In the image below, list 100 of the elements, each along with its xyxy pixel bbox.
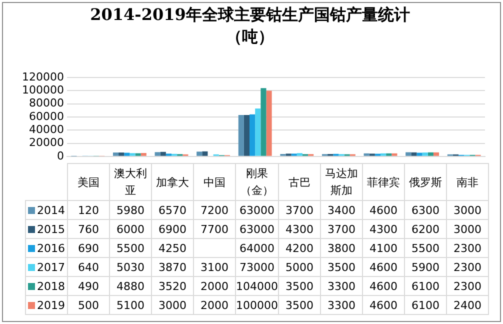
bar (154, 152, 160, 156)
data-label: 2000 (194, 276, 236, 296)
bar (112, 152, 119, 156)
bar (238, 115, 244, 156)
data-label: 5500 (404, 238, 446, 258)
bar (433, 152, 440, 156)
x-tick-label: 中国 (194, 164, 236, 200)
y-tick-label: 80000 (29, 96, 64, 110)
bar (255, 108, 261, 156)
data-label: 6570 (152, 200, 194, 220)
bar (250, 114, 256, 156)
bar (386, 153, 392, 156)
data-label: 5030 (110, 258, 152, 276)
data-label: 104000 (236, 276, 278, 296)
bar (160, 152, 166, 156)
data-label: 690 (68, 238, 110, 258)
data-label: 500 (68, 296, 110, 314)
bar (266, 90, 272, 156)
data-label: 3870 (152, 258, 194, 276)
data-label: 5100 (110, 296, 152, 314)
bar (130, 153, 136, 156)
bar (135, 153, 141, 156)
data-label: 2000 (194, 296, 236, 314)
x-tick-label: 马达加斯加 (320, 164, 362, 200)
x-tick-label: 南非 (446, 164, 488, 200)
bar (422, 152, 428, 156)
data-label: 4880 (110, 276, 152, 296)
bar (416, 152, 422, 156)
chart-title: 2014-2019年全球主要钴生产国钴产量统计（吨） (89, 4, 411, 48)
x-tick-label: 菲律宾 (362, 164, 404, 200)
data-label: 3000 (152, 296, 194, 314)
data-label: 7700 (194, 220, 236, 238)
data-label: 3300 (320, 276, 362, 296)
data-label: 5900 (404, 258, 446, 276)
data-label: 63000 (236, 200, 278, 220)
data-label: 120 (68, 200, 110, 220)
data-label: 2400 (446, 296, 488, 314)
x-tick-label: 刚果（金） (236, 164, 278, 200)
data-label: 3300 (320, 296, 362, 314)
x-tick-label: 美国 (68, 164, 110, 200)
bar (124, 152, 130, 156)
data-label: 6100 (404, 296, 446, 314)
legend-label: 2018 (26, 276, 68, 296)
data-label: 4600 (362, 200, 404, 220)
bar (364, 153, 370, 156)
x-tick-label: 俄罗斯 (404, 164, 446, 200)
data-label: 3520 (152, 276, 194, 296)
data-label: 4300 (362, 220, 404, 238)
legend-label: 2014 (26, 200, 68, 220)
y-tick-label: 120000 (22, 70, 64, 84)
data-label: 2300 (446, 258, 488, 276)
data-label: 4600 (362, 276, 404, 296)
y-tick-label: 60000 (29, 110, 64, 123)
y-tick-label: 20000 (29, 136, 64, 150)
x-tick-label: 古巴 (278, 164, 320, 200)
bar (118, 152, 124, 156)
data-label: 640 (68, 258, 110, 276)
data-label: 3000 (446, 220, 488, 238)
y-tick-label: 0 (57, 149, 64, 162)
legend-label: 2016 (26, 238, 68, 258)
bar (392, 153, 398, 156)
data-label: 4300 (278, 220, 320, 238)
data-label: 3100 (194, 258, 236, 276)
data-label: 63000 (236, 220, 278, 238)
bar (140, 153, 146, 156)
data-label: 4100 (362, 238, 404, 258)
data-label: 64000 (236, 238, 278, 258)
legend-label: 2015 (26, 220, 68, 238)
bar (411, 152, 417, 156)
data-label: 3500 (320, 258, 362, 276)
bar (196, 152, 202, 156)
data-label: 5980 (110, 200, 152, 220)
data-label: 6300 (404, 200, 446, 220)
data-label: 5000 (278, 258, 320, 276)
data-label: 4600 (362, 296, 404, 314)
data-label: 6900 (152, 220, 194, 238)
bar (260, 88, 266, 156)
bar (244, 115, 250, 156)
y-tick-label: 100000 (22, 84, 64, 97)
bar (406, 152, 412, 156)
legend-label: 2017 (26, 258, 68, 276)
data-label: 3400 (320, 200, 362, 220)
bar (380, 153, 386, 156)
data-label: 5500 (110, 238, 152, 258)
bar (202, 151, 208, 156)
data-label: 6100 (404, 276, 446, 296)
data-label: 7200 (194, 200, 236, 220)
data-label: 4200 (278, 238, 320, 258)
data-label: 3500 (278, 296, 320, 314)
x-tick-label: 澳大利亚 (110, 164, 152, 200)
y-tick-label: 40000 (29, 122, 64, 136)
bar (428, 152, 434, 156)
data-label: 100000 (236, 296, 278, 314)
data-label: 6200 (404, 220, 446, 238)
x-tick-label: 加拿大 (152, 164, 194, 200)
legend-label: 2019 (26, 296, 68, 314)
data-label: 760 (68, 220, 110, 238)
data-label: 73000 (236, 258, 278, 276)
data-label: 2300 (446, 276, 488, 296)
data-label: 4250 (152, 238, 194, 258)
